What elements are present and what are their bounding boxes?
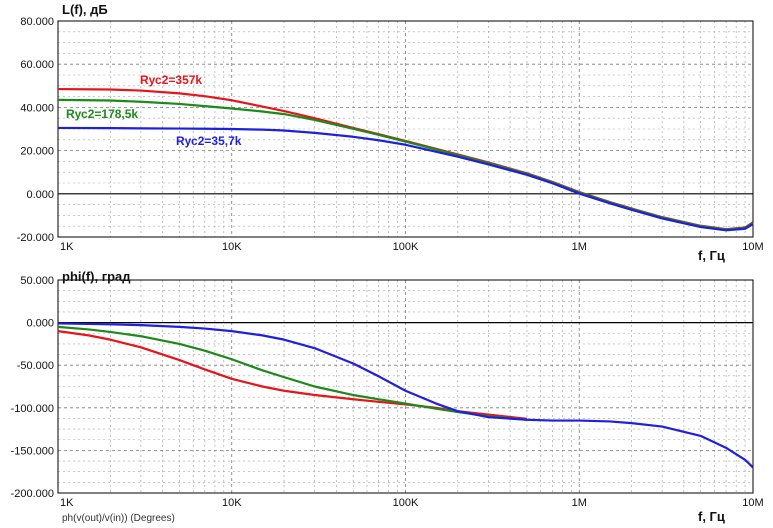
magnitude-y-tick-label: 40.000 [20, 102, 54, 114]
phase-x-tick-label: 10M [742, 497, 763, 509]
phase-x-tick-label: 100K [393, 497, 419, 509]
phase-series-line-1 [57, 325, 528, 421]
series-label-35-7k: Rус2=35,7k [176, 134, 242, 148]
magnitude-y-tick-label: 0.000 [26, 189, 54, 201]
series-label-178-5k: Rус2=178,5k [66, 107, 138, 121]
phase-x-axis-name: f, Гц [698, 509, 725, 524]
magnitude-y-tick-label: -20.000 [17, 232, 54, 244]
magnitude-x-tick-label: 1K [60, 241, 74, 253]
phase-y-tick-label: -150.000 [11, 445, 54, 457]
magnitude-x-tick-label: 100K [393, 241, 419, 253]
phase-panel: 50.000 0.000 -50.000 -100.000 -150.000 -200.0… [11, 275, 764, 509]
magnitude-series-line-2 [57, 126, 754, 232]
phase-x-tick-label: 10K [222, 497, 242, 509]
phase-series-line-2 [57, 322, 754, 469]
phase-series-line-0 [57, 330, 528, 420]
phase-y-tick-label: -100.000 [11, 403, 54, 415]
magnitude-x-tick-label: 10M [742, 241, 763, 253]
magnitude-x-axis-name: f, Гц [698, 248, 725, 263]
phase-y-tick-label: 50.000 [20, 275, 54, 287]
magnitude-title: L(f), дБ [62, 2, 108, 17]
phase-plot-frame [57, 279, 754, 494]
magnitude-y-tick-label: 80.000 [20, 16, 54, 28]
phase-y-tick-label: -200.000 [11, 488, 54, 500]
phase-x-tick-label: 1K [60, 497, 74, 509]
phase-y-tick-label: 0.000 [26, 318, 54, 330]
magnitude-x-tick-label: 1M [572, 241, 587, 253]
magnitude-panel: 80.000 60.000 40.000 20.000 0.000 -20.000 1K 10… [17, 16, 764, 253]
phase-y-tick-label: -50.000 [17, 360, 54, 372]
magnitude-y-tick-label: 60.000 [20, 59, 54, 71]
series-label-357k: Rус2=357k [140, 73, 202, 87]
magnitude-x-tick-label: 10K [222, 241, 242, 253]
magnitude-y-tick-label: 20.000 [20, 146, 54, 158]
phase-y-quantity-label: ph(v(out)/v(in)) (Degrees) [62, 513, 175, 524]
phase-title: phi(f), град [62, 269, 131, 284]
phase-x-tick-label: 1M [572, 497, 587, 509]
